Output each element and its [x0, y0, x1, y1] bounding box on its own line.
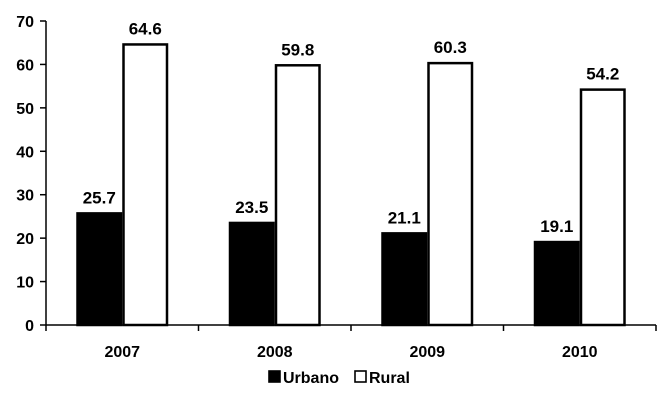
x-tick-label: 2009 — [409, 344, 445, 361]
y-tick-label: 50 — [16, 101, 34, 118]
y-tick-label: 20 — [16, 231, 34, 248]
bar-urbano-2007 — [76, 212, 123, 327]
bar-urbano-2008 — [228, 221, 275, 327]
bars — [76, 43, 626, 327]
bar-rural-2007 — [122, 43, 169, 327]
y-tick-label: 30 — [16, 188, 34, 205]
legend-label: Urbano — [283, 370, 339, 387]
y-tick-label: 40 — [16, 144, 34, 161]
y-tick-label: 0 — [25, 318, 34, 335]
bar-urbano-2009 — [381, 232, 428, 327]
y-tick-label: 10 — [16, 275, 34, 292]
legend-label: Rural — [369, 370, 410, 387]
bar-rural-2008 — [274, 64, 321, 327]
data-labels: 25.7 64.6 23.5 59.8 21.1 60.3 19.1 54.2 — [83, 19, 620, 236]
legend-item-rural: Rural — [354, 370, 410, 387]
x-tick-label: 2007 — [104, 344, 140, 361]
legend-swatch — [268, 370, 281, 383]
bar-urbano-2010 — [533, 240, 580, 327]
legend-swatch — [354, 370, 367, 383]
bar-rural-2009 — [427, 61, 474, 327]
data-label-urbano-2009: 21.1 — [388, 208, 421, 227]
x-axis: 2007 2008 2009 2010 — [45, 324, 657, 361]
y-tick-label: 70 — [16, 14, 34, 31]
x-tick-label: 2008 — [257, 344, 293, 361]
legend: Urbano Rural — [268, 370, 410, 387]
legend-item-urbano: Urbano — [268, 370, 339, 387]
data-label-rural-2008: 59.8 — [281, 40, 314, 59]
data-label-rural-2010: 54.2 — [586, 65, 619, 84]
data-label-urbano-2007: 25.7 — [83, 188, 116, 207]
data-label-urbano-2010: 19.1 — [540, 217, 573, 236]
bar-rural-2010 — [579, 88, 626, 327]
y-tick-label: 60 — [16, 57, 34, 74]
data-label-rural-2007: 64.6 — [129, 19, 162, 38]
x-tick-label: 2010 — [562, 344, 598, 361]
y-axis: 0 10 20 30 40 50 60 70 — [16, 14, 47, 335]
data-label-rural-2009: 60.3 — [434, 38, 467, 57]
data-label-urbano-2008: 23.5 — [235, 198, 268, 217]
